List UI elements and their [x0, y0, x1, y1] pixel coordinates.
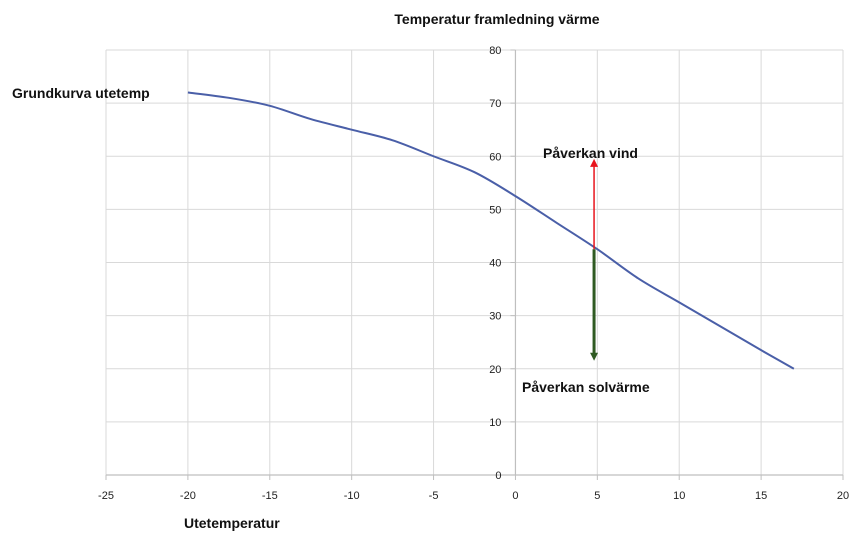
- y-tick-label: 10: [489, 417, 501, 429]
- annotation-solvarme: Påverkan solvärme: [522, 379, 650, 395]
- x-tick-label: 0: [512, 490, 518, 502]
- x-tick-label: -5: [429, 490, 439, 502]
- series-line-grundkurva: [187, 91, 795, 370]
- grid-lines: [105, 49, 844, 475]
- x-tick-label: 15: [755, 490, 767, 502]
- y-tick-label: 0: [495, 470, 501, 482]
- y-tick-label: 30: [489, 311, 501, 323]
- x-tick-label: -10: [344, 490, 360, 502]
- y-tick-label: 70: [489, 98, 501, 110]
- y-tick-label: 60: [489, 151, 501, 163]
- series-label: Grundkurva utetemp: [12, 85, 150, 101]
- y-tick-label: 20: [489, 364, 501, 376]
- annotation-arrow-head: [590, 352, 599, 361]
- x-tick-label: -20: [180, 490, 196, 502]
- axes: [105, 49, 844, 480]
- y-tick-labels: 0 10 20 30 40 50 60 70 80: [489, 45, 501, 482]
- x-tick-label: 20: [837, 490, 849, 502]
- y-tick-label: 80: [489, 45, 501, 57]
- annotation-arrows: [590, 158, 599, 361]
- x-tick-label: 10: [673, 490, 685, 502]
- annotation-vind: Påverkan vind: [543, 145, 638, 161]
- x-tick-label: -15: [262, 490, 278, 502]
- y-tick-label: 50: [489, 204, 501, 216]
- x-axis-label: Utetemperatur: [184, 515, 280, 531]
- x-tick-label: 5: [594, 490, 600, 502]
- annotation-arrow-head: [590, 158, 599, 167]
- x-tick-labels: -25 -20 -15 -10 -5 0 5 10 15 20: [98, 490, 849, 502]
- y-tick-label: 40: [489, 258, 501, 270]
- x-tick-label: -25: [98, 490, 114, 502]
- chart-title: Temperatur framledning värme: [394, 11, 599, 27]
